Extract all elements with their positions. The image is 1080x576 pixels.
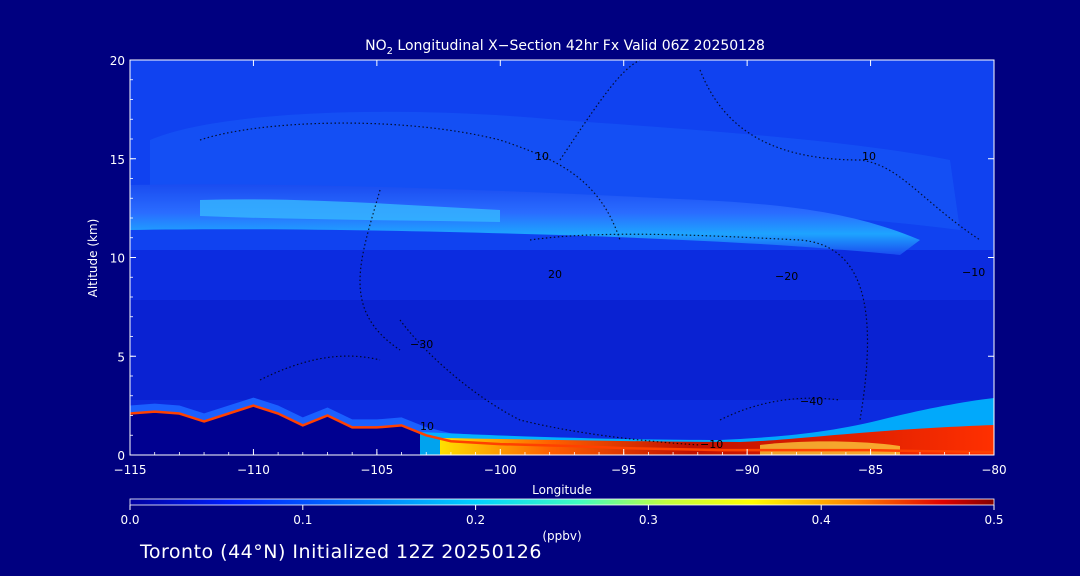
contour-label: −20 [775,270,798,283]
y-tick-label: 0 [117,449,125,463]
contour-label: −10 [962,266,985,279]
x-tick-label: −105 [360,463,393,477]
colorbar [129,498,995,506]
x-tick-label: −100 [484,463,517,477]
colorbar-tick-label: 0.4 [812,513,831,527]
colorbar-unit: (ppbv) [542,529,581,543]
chart-title: NO2 Longitudinal X−Section 42hr Fx Valid… [365,38,765,57]
contour-label: 20 [548,268,562,281]
x-tick-label: −95 [611,463,636,477]
footer-text: Toronto (44°N) Initialized 12Z 20250126 [140,541,542,563]
x-tick-label: −110 [237,463,270,477]
y-tick-label: 20 [110,54,125,68]
contour-label: 10 [862,150,876,163]
colorbar-tick-label: 0.1 [293,513,312,527]
x-axis-label: Longitude [532,483,592,497]
contour-label: −40 [800,395,823,408]
x-tick-label: −115 [114,463,147,477]
colorbar-tick-label: 0.5 [984,513,1003,527]
contour-label: 10 [535,150,549,163]
x-axis-ticks: −115 −110 −105 −100 −95 −90 −85 −80 [114,60,1007,477]
colorbar-tick-label: 0.3 [639,513,658,527]
contour-label: −30 [410,338,433,351]
y-tick-label: 10 [110,252,125,266]
colorbar-tick-label: 0.0 [120,513,139,527]
x-tick-label: −80 [981,463,1006,477]
x-tick-label: −85 [858,463,883,477]
y-tick-label: 15 [110,153,125,167]
y-tick-label: 5 [117,350,125,364]
y-axis-label: Altitude (km) [86,219,100,298]
x-tick-label: −90 [734,463,759,477]
concentration-field: 10 20 −20 −30 10 −40 −10 −10 10 [130,60,994,455]
contour-label: −10 [700,438,723,451]
colorbar-tick-label: 0.2 [466,513,485,527]
colorbar-ticks: 0.0 0.1 0.2 0.3 0.4 0.5 [120,505,1004,527]
contour-label: 10 [420,420,434,433]
terrain-mask [130,405,994,455]
y-axis-ticks: 0 5 10 15 20 [110,54,994,463]
